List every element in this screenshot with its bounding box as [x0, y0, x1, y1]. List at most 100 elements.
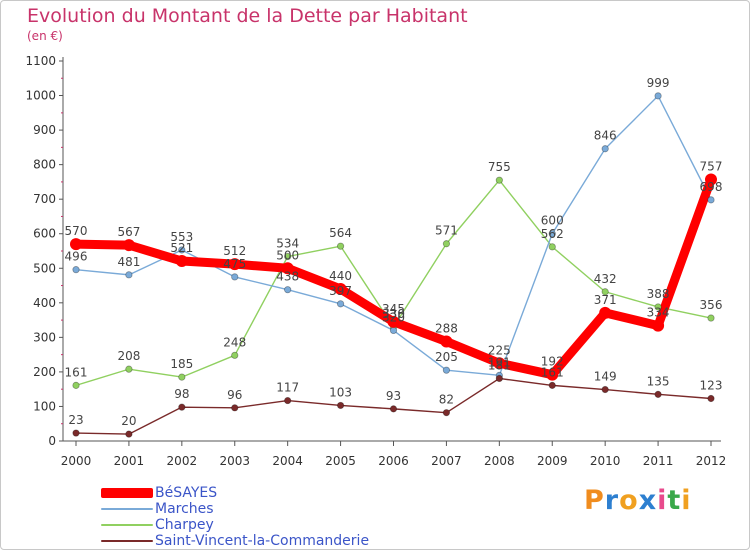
data-point	[336, 300, 345, 308]
data-label: 192	[541, 355, 564, 369]
data-point	[125, 365, 133, 373]
y-tick-label: 800	[33, 158, 56, 172]
data-point	[125, 430, 133, 438]
data-point	[389, 405, 398, 413]
legend-swatch	[101, 540, 153, 542]
data-label: 96	[227, 388, 242, 402]
data-point	[231, 273, 239, 281]
data-label: 600	[541, 214, 564, 228]
data-label: 432	[594, 272, 617, 286]
data-point	[231, 351, 239, 359]
legend-swatch	[101, 508, 153, 510]
data-point	[336, 242, 345, 250]
data-label: 356	[700, 298, 723, 312]
logo-letter: P	[584, 485, 605, 516]
data-label: 438	[276, 270, 299, 284]
legend-label: Charpey	[155, 517, 214, 533]
data-point	[336, 401, 345, 410]
data-label: 496	[65, 250, 88, 264]
data-label: 562	[541, 227, 564, 241]
data-label: 440	[329, 269, 352, 283]
data-point	[387, 315, 400, 328]
data-point	[72, 429, 80, 437]
y-tick-label: 300	[33, 330, 56, 344]
data-label: 571	[435, 224, 458, 238]
data-label: 248	[223, 335, 246, 349]
y-tick-label: 600	[33, 227, 56, 241]
x-tick-label: 2004	[272, 454, 303, 468]
data-label: 123	[700, 379, 723, 393]
x-tick-label: 2005	[325, 454, 356, 468]
chart-subtitle: (en €)	[27, 29, 63, 43]
data-label: 334	[647, 306, 670, 320]
data-point	[175, 255, 188, 268]
data-point	[599, 306, 612, 319]
data-point	[389, 326, 398, 335]
data-point	[442, 409, 451, 417]
x-tick-label: 2009	[537, 454, 568, 468]
x-tick-label: 2008	[484, 454, 515, 468]
x-tick-label: 2006	[378, 454, 409, 468]
x-tick-label: 2012	[696, 454, 727, 468]
x-tick-label: 2011	[643, 454, 674, 468]
y-tick-label: 0	[48, 434, 56, 448]
data-point	[281, 262, 294, 275]
y-tick-label: 1100	[25, 54, 56, 68]
data-point	[654, 92, 662, 100]
data-label: 98	[174, 387, 189, 401]
data-point	[178, 403, 186, 411]
legend-swatch	[101, 488, 153, 498]
data-point	[231, 404, 239, 412]
data-label: 388	[647, 287, 670, 301]
data-point	[654, 390, 662, 398]
data-label: 23	[68, 413, 83, 427]
legend-label: Saint-Vincent-la-Commanderie	[155, 533, 370, 549]
chart-title: Evolution du Montant de la Dette par Hab…	[27, 5, 468, 27]
y-tick-label: 1000	[25, 89, 56, 103]
legend-swatch	[101, 524, 153, 526]
data-label: 161	[541, 365, 564, 379]
data-label: 103	[329, 385, 352, 399]
data-point	[284, 396, 292, 405]
data-label: 757	[700, 159, 723, 173]
data-point	[178, 246, 186, 254]
y-tick-label: 400	[33, 296, 56, 310]
data-label: 135	[647, 374, 670, 388]
x-tick-label: 2010	[590, 454, 621, 468]
data-label: 288	[435, 322, 458, 336]
data-label: 191	[488, 355, 511, 369]
data-label: 181	[488, 358, 511, 372]
data-label: 567	[117, 225, 140, 239]
logo-letter: o	[619, 485, 639, 516]
y-tick-label: 200	[33, 365, 56, 379]
data-label: 512	[223, 244, 246, 258]
data-label: 698	[700, 180, 723, 194]
data-point	[334, 283, 347, 295]
data-label: 330	[382, 307, 405, 321]
data-label: 149	[594, 370, 617, 384]
x-tick-label: 2003	[219, 454, 250, 468]
data-label: 755	[488, 160, 511, 174]
data-point	[495, 176, 503, 184]
data-point	[284, 286, 292, 294]
data-point	[493, 357, 506, 370]
logo-letter: i	[657, 485, 668, 516]
data-label: 345	[382, 302, 405, 316]
data-point	[72, 381, 80, 389]
data-label: 521	[170, 241, 193, 255]
data-label: 82	[439, 393, 454, 407]
x-tick-label: 2002	[167, 454, 198, 468]
data-point	[548, 381, 556, 389]
data-point	[125, 271, 133, 279]
data-point	[228, 258, 241, 271]
logo-letter: i	[681, 485, 692, 516]
data-label: 20	[121, 414, 136, 428]
x-tick-label: 2007	[431, 454, 462, 468]
data-point	[440, 335, 453, 348]
data-label: 553	[170, 230, 193, 244]
data-point	[70, 238, 82, 251]
data-point	[707, 394, 715, 403]
data-point	[548, 230, 556, 238]
